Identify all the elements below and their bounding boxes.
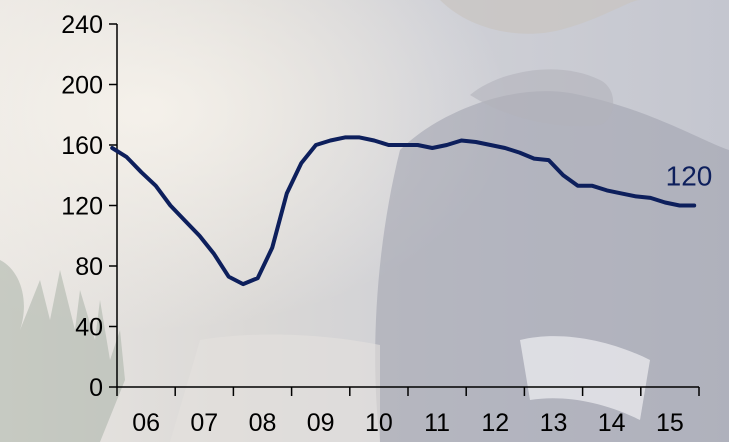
series-group <box>110 135 697 287</box>
series-line <box>110 135 697 287</box>
x-tick-label: 09 <box>307 409 335 437</box>
x-tick-label: 13 <box>540 409 568 437</box>
y-axis: 0 40 80 120 160 200 240 <box>61 11 118 402</box>
x-tick-label: 07 <box>190 409 218 437</box>
y-tick-label: 240 <box>61 11 103 39</box>
x-tick-label: 08 <box>249 409 277 437</box>
y-tick-label: 0 <box>89 374 103 402</box>
end-value-label: 120 <box>666 161 713 192</box>
x-tick-label: 14 <box>598 409 626 437</box>
x-axis: 06 07 08 09 10 11 12 13 14 15 <box>116 386 700 437</box>
y-tick-label: 80 <box>75 253 103 281</box>
y-tick-label: 200 <box>61 72 103 100</box>
x-tick-label: 06 <box>132 409 160 437</box>
x-tick-label: 10 <box>365 409 393 437</box>
x-tick-label: 15 <box>656 409 684 437</box>
y-tick-label: 120 <box>61 193 103 221</box>
x-tick-label: 12 <box>481 409 509 437</box>
y-tick-label: 40 <box>75 314 103 342</box>
y-tick-label: 160 <box>61 132 103 160</box>
x-tick-label: 11 <box>424 409 450 437</box>
